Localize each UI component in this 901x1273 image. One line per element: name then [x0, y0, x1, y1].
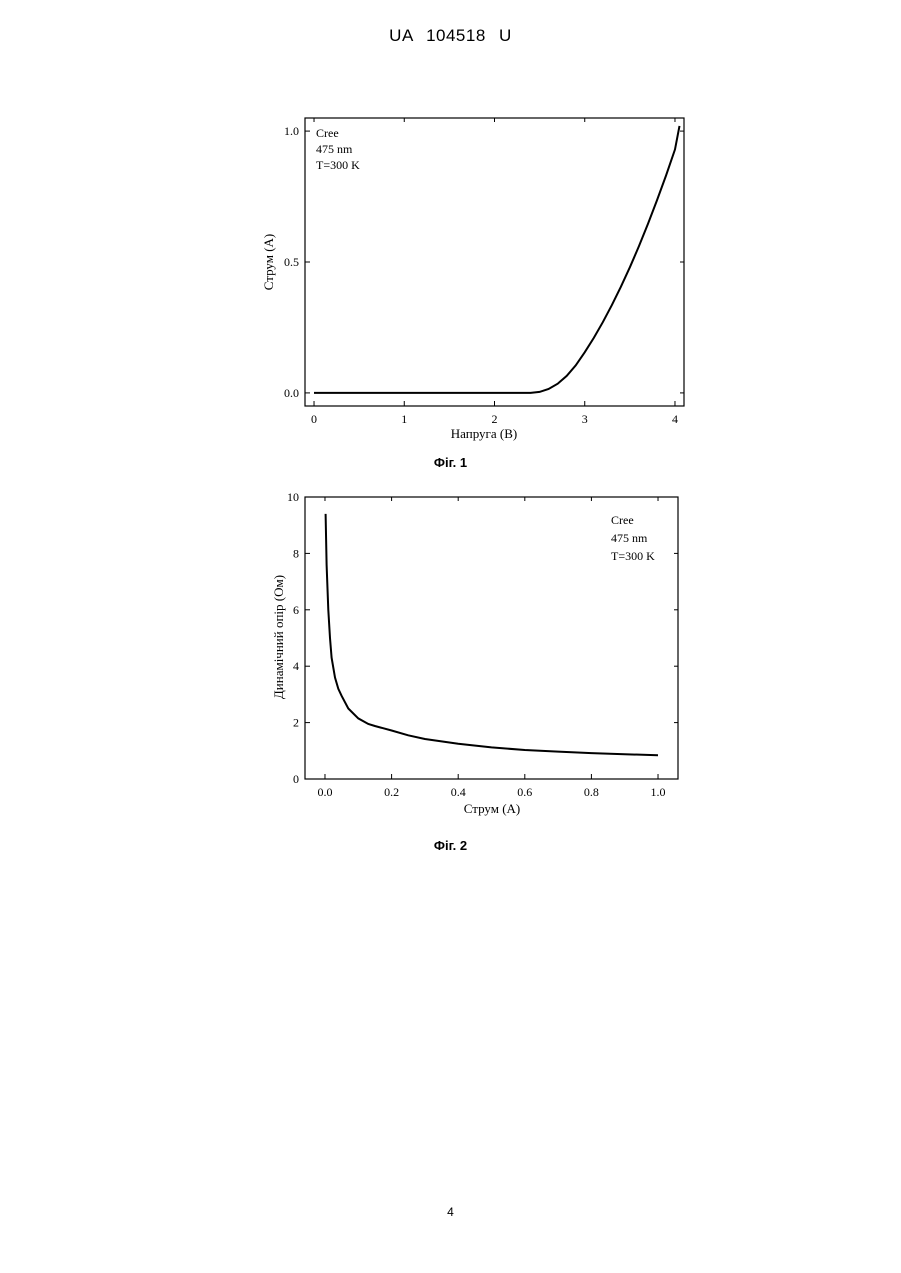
y-tick-label: 10 [287, 490, 299, 504]
x-axis-label: Струм (А) [464, 801, 521, 816]
legend-line-3: T=300 K [611, 549, 655, 563]
y-tick-label: 6 [293, 603, 299, 617]
x-tick-label: 1.0 [651, 785, 666, 799]
y-tick-label: 4 [293, 659, 299, 673]
x-tick-label: 0.2 [384, 785, 399, 799]
x-tick-label: 0.0 [317, 785, 332, 799]
figure-2-caption: Фіг. 2 [0, 838, 901, 853]
y-tick-label: 2 [293, 716, 299, 730]
series-line [326, 514, 658, 755]
y-tick-label: 0 [293, 772, 299, 786]
x-tick-label: 0.6 [517, 785, 532, 799]
figure-2-chart: 0.0 0.2 0.4 0.6 0.8 1.0 0 2 4 6 8 10 Cree 475 nm T=… [0, 0, 901, 840]
legend-line-2: 475 nm [611, 531, 648, 545]
x-tick-label: 0.8 [584, 785, 599, 799]
y-tick-label: 8 [293, 546, 299, 560]
x-tick-label: 0.4 [451, 785, 466, 799]
legend-line-1: Cree [611, 513, 634, 527]
y-axis-label: Динамічний опір (Ом) [271, 575, 286, 699]
page-number: 4 [0, 1205, 901, 1219]
